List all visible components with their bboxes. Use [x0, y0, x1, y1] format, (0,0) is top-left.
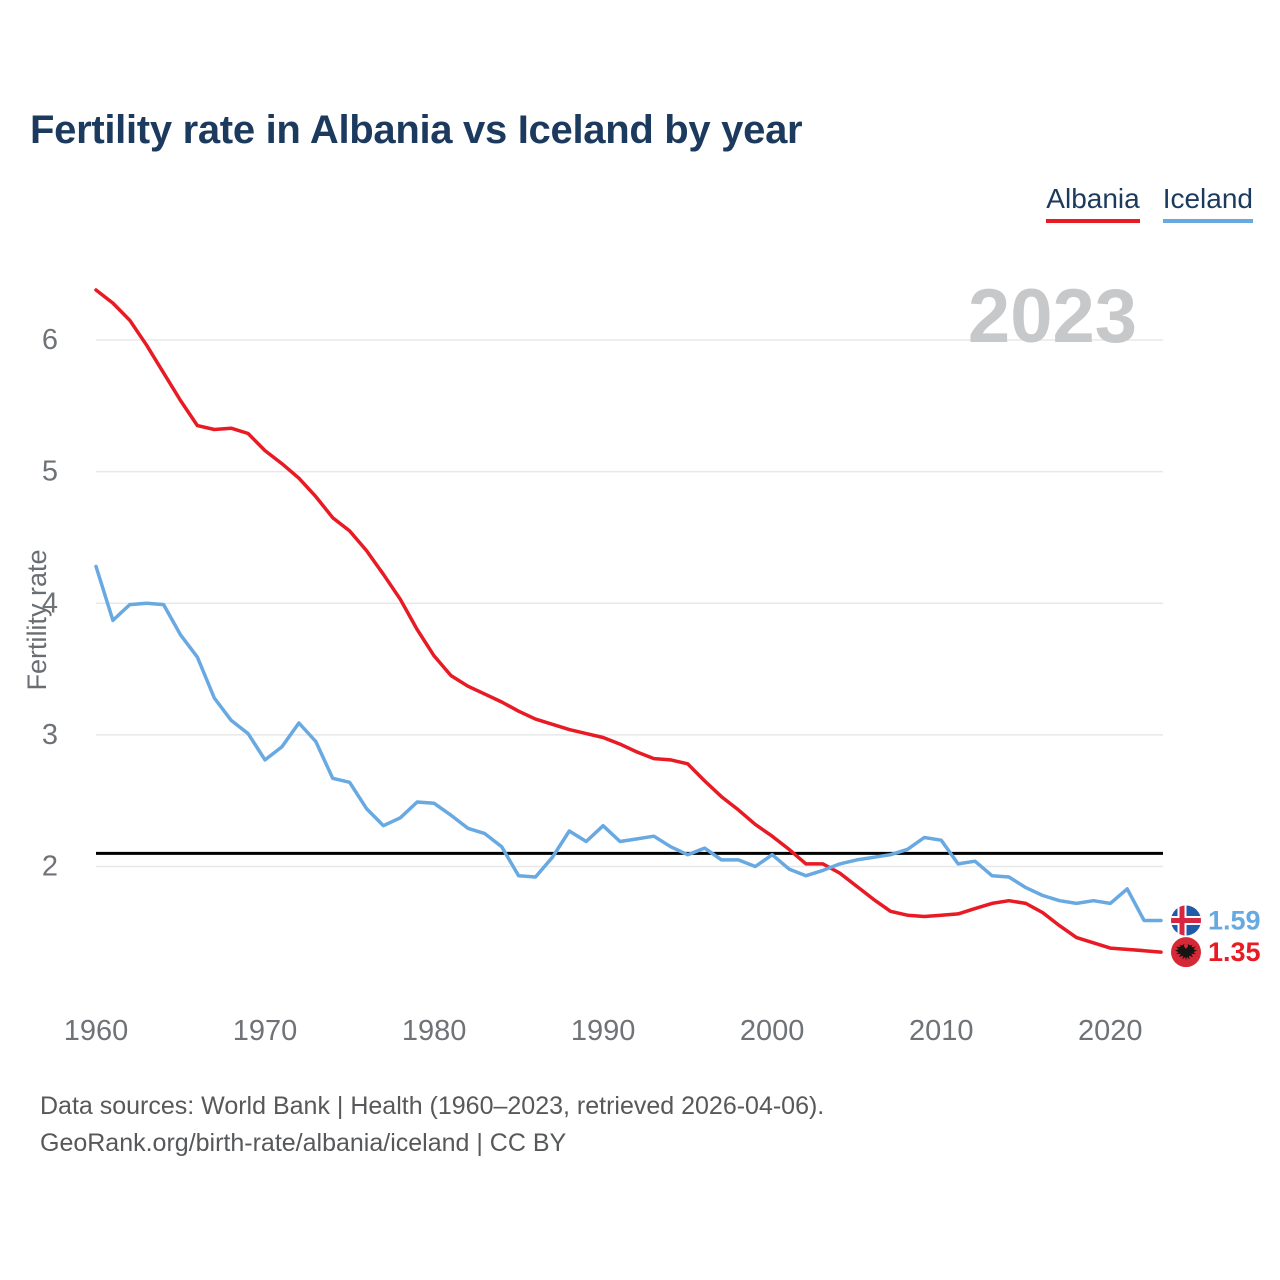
x-tick-label: 1960 — [64, 1015, 129, 1047]
y-tick-label: 6 — [42, 324, 58, 356]
x-tick-label: 1980 — [402, 1015, 467, 1047]
source-footer: Data sources: World Bank | Health (1960–… — [40, 1088, 824, 1162]
source-line-1: Data sources: World Bank | Health (1960–… — [40, 1092, 825, 1120]
y-axis-title: Fertility rate — [22, 549, 52, 690]
x-tick-label: 2010 — [909, 1015, 974, 1047]
chart-legend: Albania Iceland — [1046, 183, 1253, 223]
x-tick-label: 1990 — [571, 1015, 636, 1047]
albania-line — [94, 288, 1163, 954]
iceland-end-value: 1.59 — [1208, 905, 1261, 935]
x-tick-label: 1970 — [233, 1015, 298, 1047]
x-tick-label: 2020 — [1078, 1015, 1143, 1047]
source-line-2: GeoRank.org/birth-rate/albania/iceland |… — [40, 1129, 567, 1157]
x-tick-label: 2000 — [740, 1015, 805, 1047]
albania-flag-icon — [1171, 937, 1201, 968]
y-tick-label: 3 — [42, 719, 58, 751]
y-tick-label: 5 — [42, 456, 58, 488]
iceland-flag-icon — [1171, 905, 1201, 936]
legend-item-albania[interactable]: Albania — [1046, 183, 1140, 223]
iceland-line — [94, 564, 1163, 923]
y-tick-label: 4 — [42, 587, 58, 619]
y-tick-label: 2 — [42, 851, 58, 883]
legend-item-iceland[interactable]: Iceland — [1162, 183, 1253, 223]
albania-end-value: 1.35 — [1208, 937, 1261, 967]
page-title: Fertility rate in Albania vs Iceland by … — [30, 108, 803, 152]
watermark-year: 2023 — [968, 274, 1137, 359]
